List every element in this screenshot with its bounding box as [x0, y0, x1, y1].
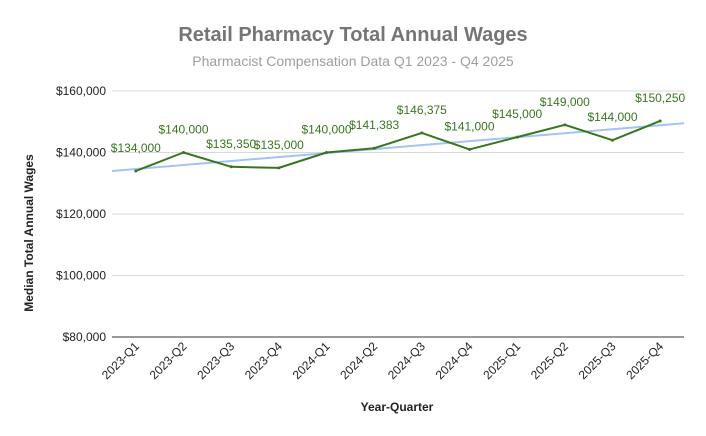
data-label: $149,000: [540, 95, 590, 109]
data-point: [182, 151, 185, 154]
x-axis-title: Year-Quarter: [361, 400, 434, 414]
data-point: [325, 151, 328, 154]
data-point: [420, 131, 424, 135]
x-tick-label: 2023-Q3: [194, 339, 237, 382]
x-tick-label: 2024-Q1: [290, 339, 333, 382]
y-axis-title: Median Total Annual Wages: [22, 154, 36, 312]
x-tick-label: 2024-Q4: [433, 339, 476, 382]
chart-subtitle: Pharmacist Compensation Data Q1 2023 - Q…: [192, 53, 514, 69]
y-axis-ticks: $80,000 $100,000 $120,000 $140,000 $160,000: [56, 84, 106, 344]
data-labels: $134,000$140,000$135,350$135,000$140,000…: [111, 91, 686, 155]
y-tick-label: $140,000: [56, 146, 106, 160]
x-tick-label: 2025-Q3: [576, 339, 619, 382]
data-point: [563, 123, 567, 127]
trendline: [111, 122, 685, 172]
data-label: $135,350: [206, 137, 256, 151]
data-point: [515, 135, 519, 139]
x-tick-label: 2024-Q3: [385, 339, 428, 382]
x-tick-label: 2025-Q4: [623, 339, 666, 382]
data-point: [277, 166, 281, 170]
data-label: $135,000: [254, 138, 304, 152]
data-point: [372, 146, 376, 150]
x-tick-label: 2023-Q4: [242, 339, 285, 382]
data-point: [468, 147, 471, 151]
data-label: $150,250: [635, 91, 685, 105]
x-tick-label: 2023-Q1: [99, 339, 142, 382]
data-point: [658, 119, 662, 123]
data-point: [229, 165, 233, 169]
data-label: $145,000: [492, 107, 542, 121]
data-point: [134, 169, 138, 173]
y-tick-label: $160,000: [56, 84, 106, 98]
data-label: $141,383: [349, 118, 399, 132]
data-label: $141,000: [444, 119, 494, 133]
x-tick-label: 2025-Q2: [528, 339, 571, 382]
trendline-group: [111, 122, 685, 172]
x-tick-label: 2023-Q2: [147, 339, 190, 382]
data-label: $140,000: [301, 123, 351, 137]
x-axis-ticks: 2023-Q1 2023-Q2 2023-Q3 2023-Q4 2024-Q1 2024-…: [99, 339, 666, 382]
y-tick-label: $100,000: [56, 269, 106, 283]
data-label: $144,000: [587, 110, 637, 124]
x-tick-label: 2024-Q2: [337, 339, 380, 382]
y-tick-label: $80,000: [63, 330, 107, 344]
data-point: [611, 138, 614, 142]
data-label: $134,000: [111, 141, 161, 155]
series-line: [135, 120, 661, 172]
y-tick-label: $120,000: [56, 207, 106, 221]
chart-title: Retail Pharmacy Total Annual Wages: [178, 24, 527, 46]
data-label: $140,000: [158, 123, 208, 137]
x-tick-label: 2025-Q1: [480, 339, 523, 382]
gridlines: [112, 90, 684, 338]
series-group: [134, 119, 662, 173]
data-label: $146,375: [397, 103, 447, 117]
